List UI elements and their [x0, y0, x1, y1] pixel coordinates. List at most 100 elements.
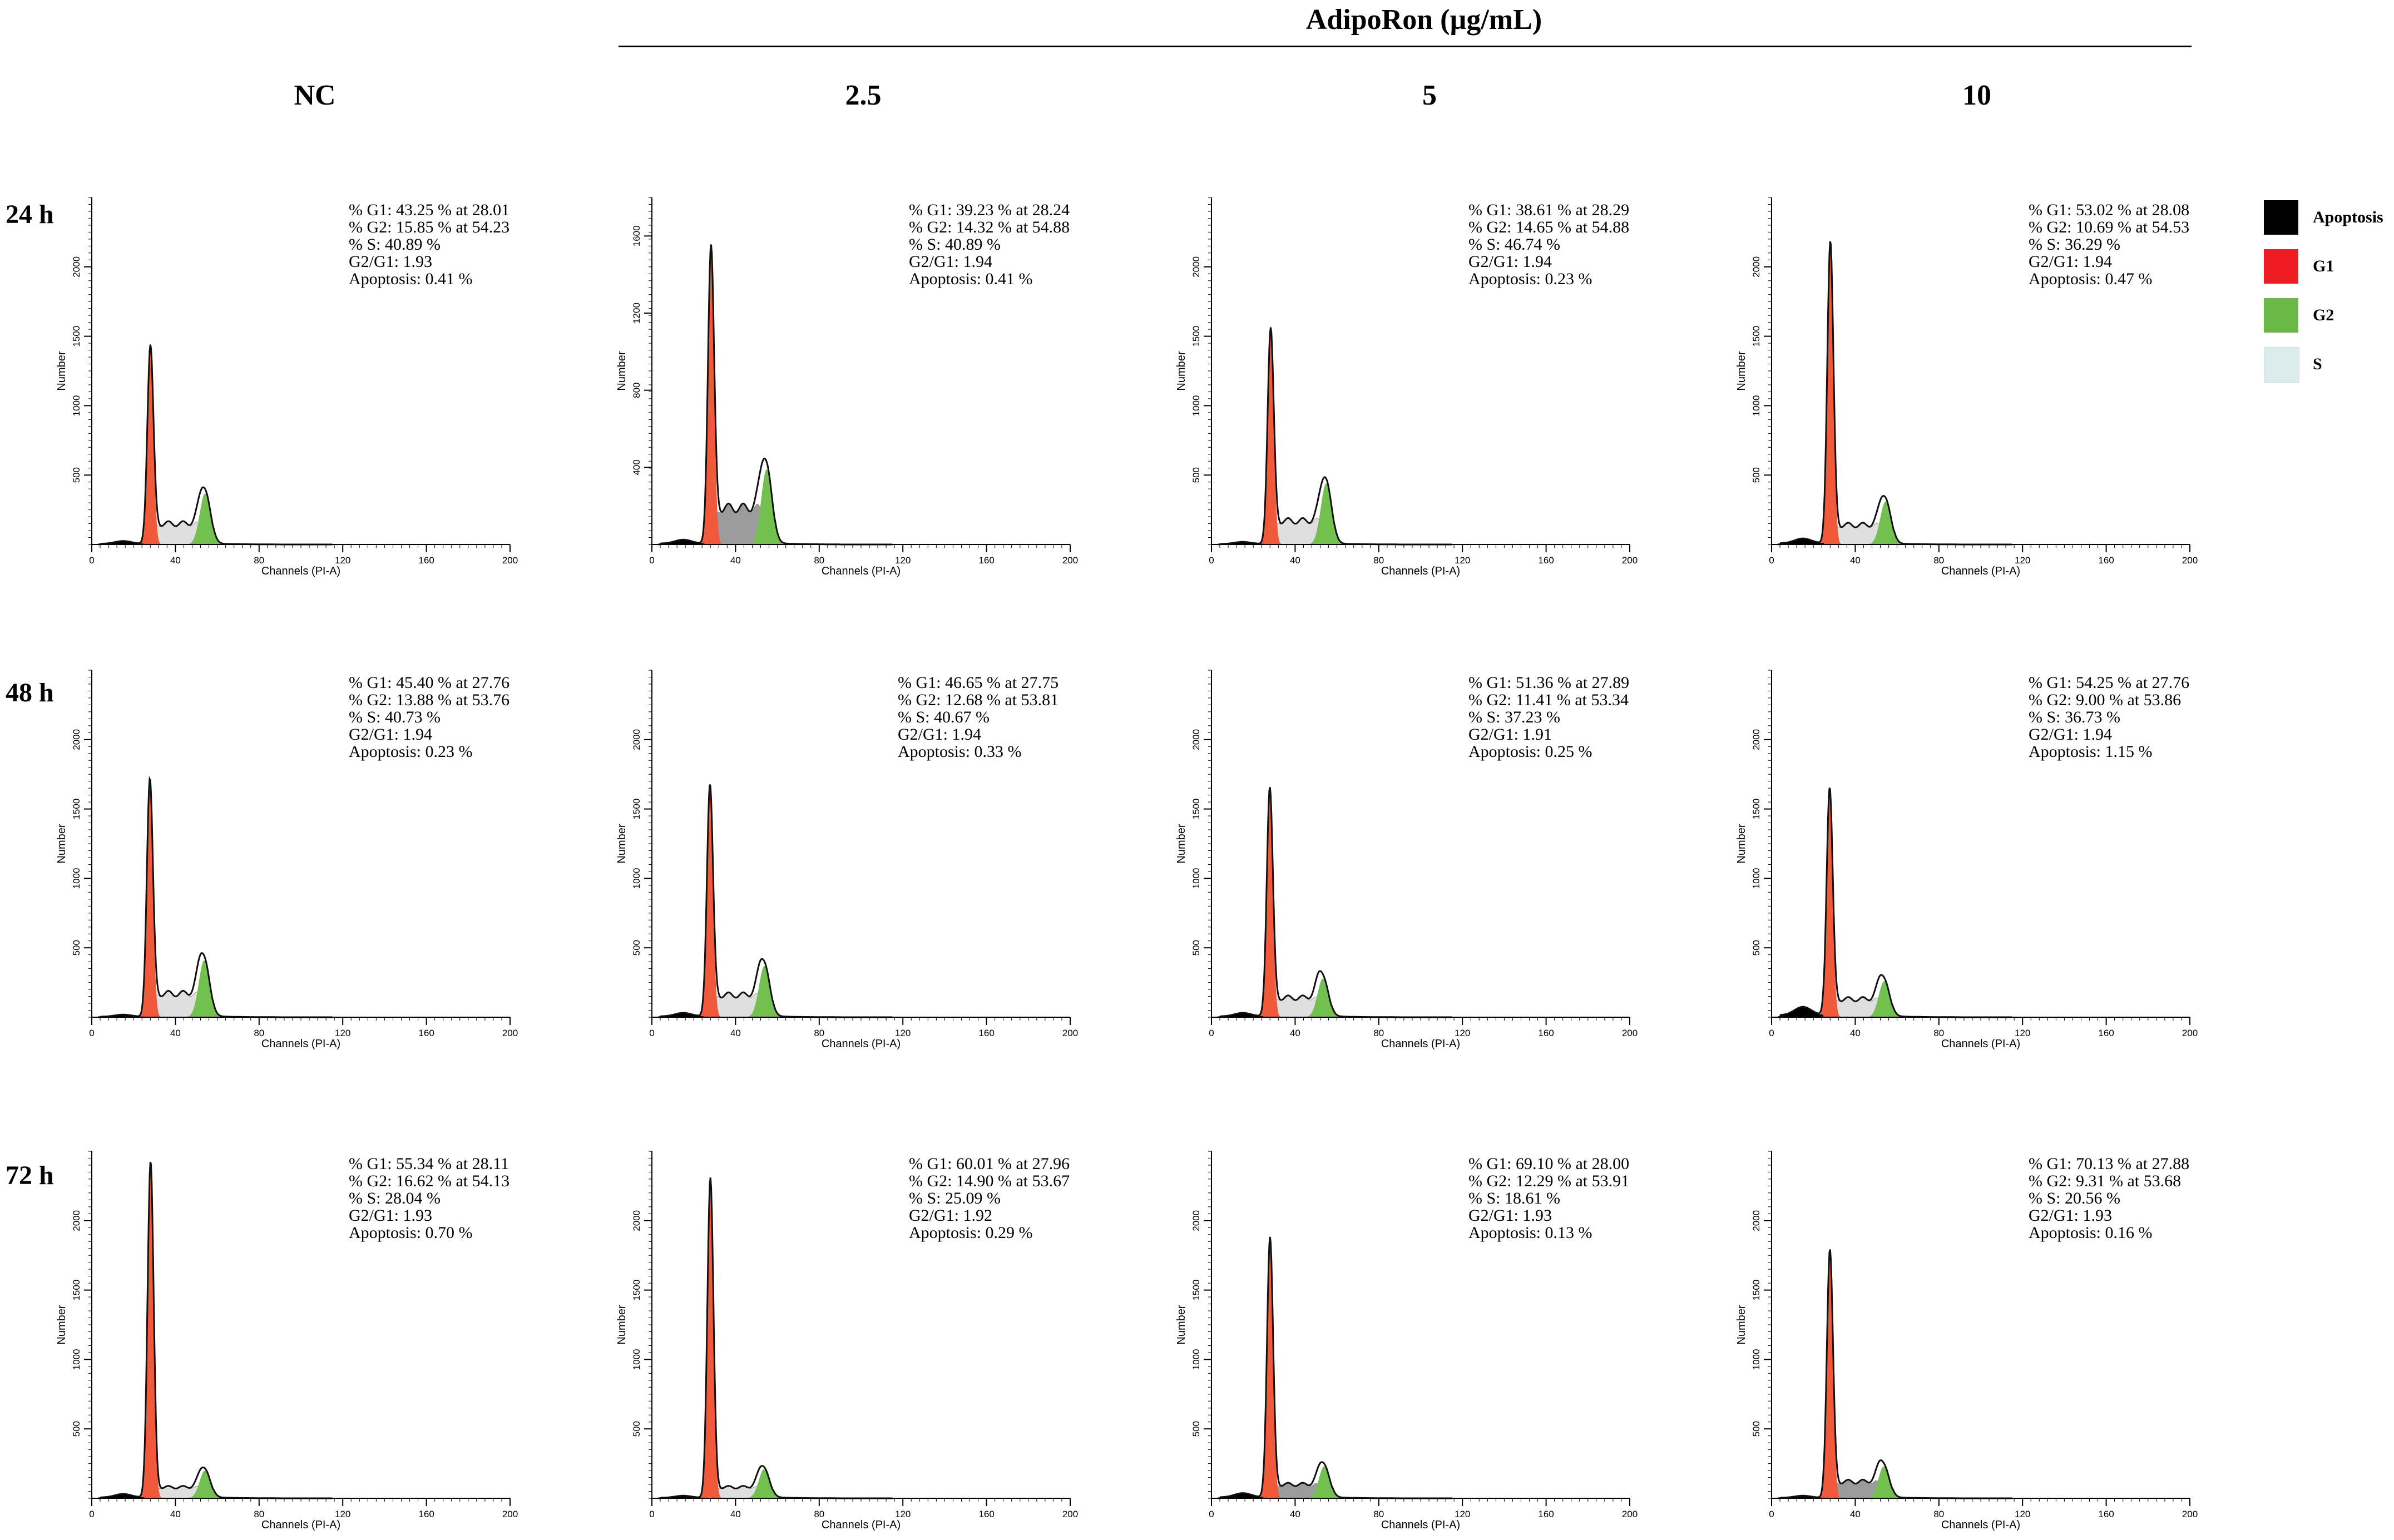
stat-line: % S: 40.67 % — [898, 708, 990, 726]
g2-peak-area — [1307, 1466, 1341, 1498]
histogram-outline — [658, 1177, 893, 1499]
y-tick-label: 1500 — [71, 326, 82, 347]
histogram-outline — [1218, 327, 1452, 546]
y-axis-label: Number — [1735, 1305, 1748, 1344]
x-tick-label: 160 — [2098, 555, 2114, 566]
g2-peak-area — [747, 1469, 781, 1498]
g1-peak-area — [1258, 330, 1283, 544]
g2-peak-area — [188, 1470, 222, 1498]
histogram-outline — [98, 1161, 333, 1499]
stat-line: % G2: 10.69 % at 54.53 — [2029, 218, 2189, 236]
g1-peak-area — [138, 1163, 164, 1498]
g2-peak-area — [187, 960, 221, 1017]
column-header-5: 5 — [1422, 80, 1437, 111]
stat-line: % G1: 54.25 % at 27.76 — [2029, 674, 2189, 692]
x-tick-label: 40 — [1850, 1509, 1861, 1519]
stat-line: % G2: 14.32 % at 54.88 — [909, 218, 1070, 236]
x-axis-label: Channels (PI-A) — [1941, 565, 2020, 577]
x-axis-label: Channels (PI-A) — [1941, 1519, 2020, 1531]
x-tick-label: 80 — [254, 555, 264, 566]
x-tick-label: 80 — [1373, 1028, 1384, 1038]
histogram-outline — [1778, 1249, 2012, 1499]
y-tick-label: 2000 — [1191, 1210, 1201, 1231]
stat-line: Apoptosis: 0.70 % — [349, 1224, 473, 1242]
stat-line: % G1: 38.61 % at 28.29 — [1468, 201, 1629, 219]
y-tick-label: 500 — [1751, 1421, 1762, 1437]
stat-line: Apoptosis: 0.47 % — [2029, 270, 2153, 288]
stat-line: % S: 25.09 % — [909, 1189, 1001, 1207]
histogram-outline — [1218, 787, 1452, 1018]
stat-line: G2/G1: 1.94 — [349, 725, 432, 744]
stat-line: % S: 40.89 % — [349, 235, 441, 254]
y-tick-label: 2000 — [1191, 729, 1201, 750]
stat-line: % G1: 45.40 % at 27.76 — [349, 674, 510, 692]
x-axis-label: Channels (PI-A) — [261, 565, 340, 577]
x-tick-label: 160 — [418, 1509, 434, 1519]
g2-peak-area — [1867, 1466, 1901, 1498]
legend-label-s: S — [2313, 355, 2322, 373]
stat-line: % G2: 11.41 % at 53.34 — [1468, 691, 1629, 709]
y-tick-label: 500 — [1191, 1421, 1201, 1437]
y-tick-label: 1000 — [71, 868, 82, 889]
stat-line: G2/G1: 1.94 — [898, 725, 981, 744]
y-tick-label: 500 — [1751, 467, 1762, 483]
y-tick-label: 1000 — [1751, 395, 1762, 416]
x-axis-label: Channels (PI-A) — [822, 1038, 901, 1050]
g1-peak-area — [1817, 790, 1842, 1017]
legend-item-s: S — [2264, 347, 2394, 383]
x-tick-label: 0 — [1209, 1028, 1214, 1038]
y-tick-label: 500 — [631, 940, 642, 955]
x-tick-label: 200 — [1062, 1509, 1078, 1519]
histogram-outline — [658, 244, 893, 546]
title-rule — [619, 46, 2192, 47]
stat-line: % G1: 51.36 % at 27.89 — [1468, 674, 1629, 692]
x-tick-label: 200 — [502, 1028, 518, 1038]
x-tick-label: 200 — [1062, 1028, 1078, 1038]
x-tick-label: 120 — [2015, 555, 2030, 566]
apoptosis-area — [1780, 538, 1824, 544]
x-tick-label: 80 — [814, 1028, 824, 1038]
x-tick-label: 40 — [730, 1509, 741, 1519]
g2-peak-area — [1309, 483, 1343, 544]
histogram-panel-48h-10: % G1: 54.25 % at 27.76% G2: 9.00 % at 53… — [1735, 670, 2198, 1050]
y-tick-label: 500 — [1191, 467, 1201, 483]
x-tick-label: 120 — [2015, 1028, 2030, 1038]
x-tick-label: 0 — [1769, 555, 1774, 566]
x-tick-label: 40 — [1850, 1028, 1861, 1038]
stat-line: % G2: 9.00 % at 53.86 — [2029, 691, 2181, 709]
x-tick-label: 120 — [1455, 1028, 1470, 1038]
x-tick-label: 0 — [649, 1028, 654, 1038]
s-phase-area — [1266, 518, 1330, 544]
y-tick-label: 1000 — [1191, 868, 1201, 889]
stat-line: % S: 28.04 % — [349, 1189, 441, 1207]
stat-line: G2/G1: 1.94 — [2029, 252, 2112, 271]
x-axis-label: Channels (PI-A) — [822, 565, 901, 577]
stat-line: Apoptosis: 0.25 % — [1468, 742, 1592, 761]
y-tick-label: 500 — [71, 940, 82, 955]
g2-peak-area — [1867, 981, 1901, 1017]
stat-line: % S: 40.73 % — [349, 708, 441, 726]
x-tick-label: 40 — [730, 1028, 741, 1038]
y-tick-label: 1000 — [1191, 395, 1201, 416]
stat-line: % G2: 14.65 % at 54.88 — [1468, 218, 1629, 236]
stat-line: % G2: 15.85 % at 54.23 — [349, 218, 510, 236]
stat-line: % G1: 46.65 % at 27.75 — [898, 674, 1058, 692]
legend-item-apoptosis: Apoptosis — [2264, 200, 2394, 235]
x-tick-label: 40 — [1290, 555, 1300, 566]
stat-line: % G1: 60.01 % at 27.96 — [909, 1155, 1070, 1173]
x-tick-label: 120 — [1455, 555, 1470, 566]
histogram-panel-24h-NC: % G1: 43.25 % at 28.01% G2: 15.85 % at 5… — [56, 197, 518, 577]
x-tick-label: 0 — [1209, 555, 1214, 566]
y-tick-label: 1600 — [631, 225, 642, 246]
y-tick-label: 2000 — [1751, 1210, 1762, 1231]
y-tick-label: 800 — [631, 382, 642, 398]
y-tick-label: 1500 — [1751, 799, 1762, 820]
x-tick-label: 40 — [730, 555, 741, 566]
y-tick-label: 1500 — [1751, 1280, 1762, 1301]
x-tick-label: 0 — [1769, 1509, 1774, 1519]
legend-label-g2: G2 — [2313, 306, 2334, 324]
histogram-panel-48h-5: % G1: 51.36 % at 27.89% G2: 11.41 % at 5… — [1175, 670, 1638, 1050]
stat-line: Apoptosis: 0.16 % — [2029, 1224, 2153, 1242]
stat-line: % G2: 12.29 % at 53.91 — [1468, 1172, 1629, 1190]
x-tick-label: 120 — [895, 1509, 911, 1519]
